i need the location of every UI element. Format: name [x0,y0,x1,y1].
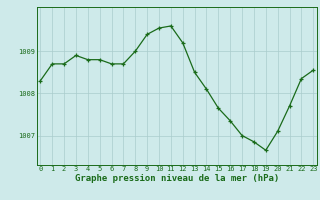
X-axis label: Graphe pression niveau de la mer (hPa): Graphe pression niveau de la mer (hPa) [75,174,279,183]
